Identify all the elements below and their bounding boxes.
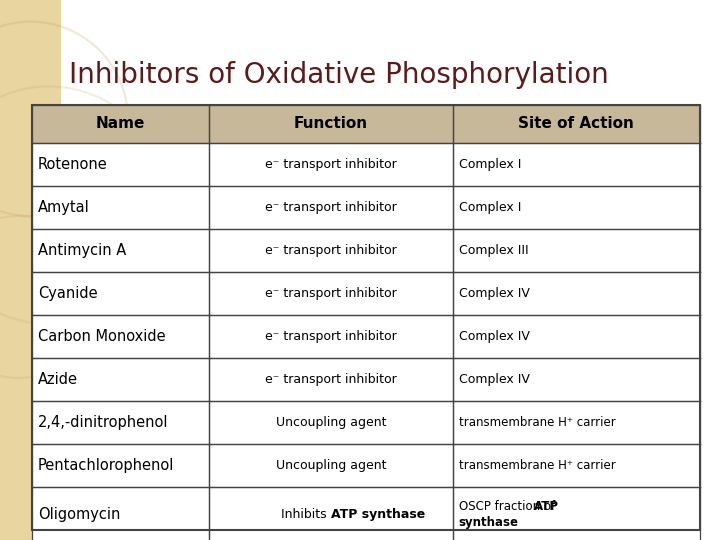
Text: 2,4,-dinitrophenol: 2,4,-dinitrophenol (38, 415, 168, 430)
Bar (32, 315, 209, 358)
Text: Complex IV: Complex IV (459, 330, 530, 343)
Bar (32, 401, 209, 444)
Bar (209, 315, 453, 358)
Text: ATP synthase: ATP synthase (331, 508, 426, 521)
Text: Complex I: Complex I (459, 201, 521, 214)
Bar (32, 229, 209, 272)
Bar (209, 143, 453, 186)
Bar (453, 229, 700, 272)
Bar (32, 272, 209, 315)
Bar (453, 444, 700, 487)
Text: Cyanide: Cyanide (38, 286, 98, 301)
Bar (32, 105, 209, 143)
Bar (453, 143, 700, 186)
Text: e⁻ transport inhibitor: e⁻ transport inhibitor (265, 373, 397, 386)
Bar (453, 358, 700, 401)
Text: Inhibits: Inhibits (282, 508, 331, 521)
Text: e⁻ transport inhibitor: e⁻ transport inhibitor (265, 201, 397, 214)
Bar (209, 186, 453, 229)
Text: Oligomycin: Oligomycin (38, 507, 120, 522)
Bar (32, 487, 209, 540)
Text: Complex I: Complex I (459, 158, 521, 171)
Bar (209, 444, 453, 487)
Text: Amytal: Amytal (38, 200, 90, 215)
Text: Antimycin A: Antimycin A (38, 243, 126, 258)
Text: Function: Function (294, 117, 368, 132)
Text: e⁻ transport inhibitor: e⁻ transport inhibitor (265, 244, 397, 257)
Bar (32, 186, 209, 229)
Text: OSCP fraction of: OSCP fraction of (459, 500, 559, 513)
Text: Complex III: Complex III (459, 244, 528, 257)
Bar (32, 358, 209, 401)
Text: Complex IV: Complex IV (459, 287, 530, 300)
Text: transmembrane H⁺ carrier: transmembrane H⁺ carrier (459, 416, 616, 429)
Text: Uncoupling agent: Uncoupling agent (276, 459, 386, 472)
Bar (209, 358, 453, 401)
Text: Uncoupling agent: Uncoupling agent (276, 416, 386, 429)
Bar (453, 401, 700, 444)
Bar (453, 487, 700, 540)
Text: e⁻ transport inhibitor: e⁻ transport inhibitor (265, 158, 397, 171)
Bar (32, 444, 209, 487)
Bar (209, 105, 453, 143)
Text: Pentachlorophenol: Pentachlorophenol (38, 458, 174, 473)
Bar (453, 272, 700, 315)
Bar (209, 401, 453, 444)
Text: synthase: synthase (459, 516, 519, 529)
Text: Rotenone: Rotenone (38, 157, 108, 172)
Text: e⁻ transport inhibitor: e⁻ transport inhibitor (265, 287, 397, 300)
Bar (209, 229, 453, 272)
Text: e⁻ transport inhibitor: e⁻ transport inhibitor (265, 330, 397, 343)
Text: Carbon Monoxide: Carbon Monoxide (38, 329, 166, 344)
Text: Name: Name (96, 117, 145, 132)
Bar (453, 186, 700, 229)
Bar (209, 272, 453, 315)
Text: Complex IV: Complex IV (459, 373, 530, 386)
Bar (453, 105, 700, 143)
Bar (32, 105, 700, 530)
Text: Inhibitors of Oxidative Phosphorylation: Inhibitors of Oxidative Phosphorylation (69, 61, 609, 89)
Bar (0, 0, 61, 540)
Bar (453, 315, 700, 358)
Text: ATP: ATP (534, 500, 559, 513)
Text: Site of Action: Site of Action (518, 117, 634, 132)
Bar (32, 143, 209, 186)
Text: transmembrane H⁺ carrier: transmembrane H⁺ carrier (459, 459, 616, 472)
Text: Azide: Azide (38, 372, 78, 387)
Bar (209, 487, 453, 540)
